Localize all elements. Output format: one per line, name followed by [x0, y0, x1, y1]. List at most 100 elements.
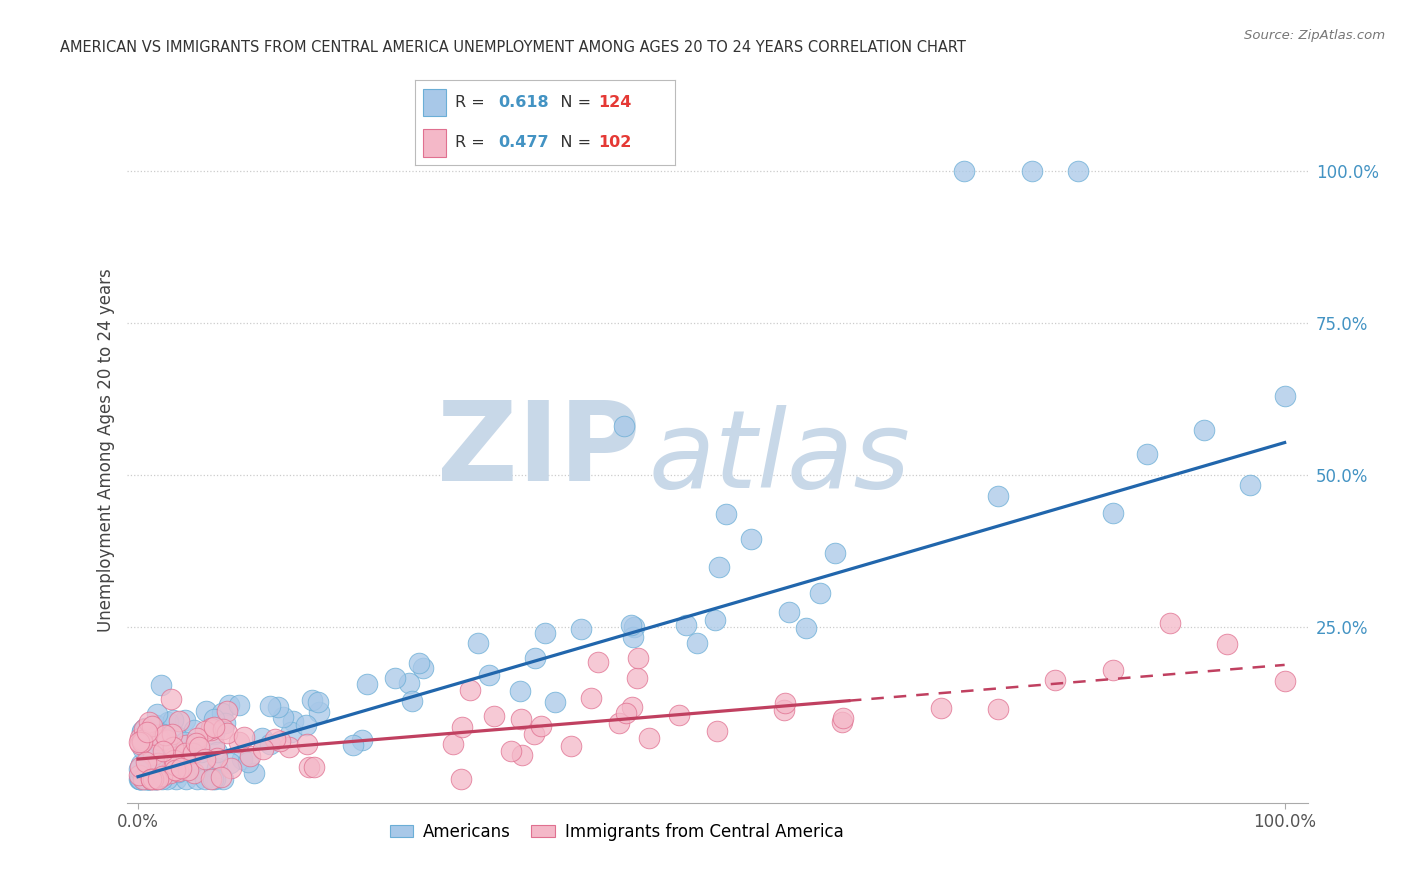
- Point: [160, 692, 183, 706]
- Point: [170, 761, 193, 775]
- Point: [163, 749, 186, 764]
- Point: [266, 699, 288, 714]
- Point: [186, 731, 208, 745]
- Point: [1101, 663, 1123, 677]
- Text: AMERICAN VS IMMIGRANTS FROM CENTRAL AMERICA UNEMPLOYMENT AMONG AGES 20 TO 24 YEA: AMERICAN VS IMMIGRANTS FROM CENTRAL AMER…: [60, 40, 966, 55]
- Point: [228, 735, 250, 749]
- Point: [149, 739, 172, 753]
- Point: [308, 706, 330, 720]
- Point: [135, 756, 157, 770]
- Point: [184, 736, 207, 750]
- Point: [1194, 423, 1216, 437]
- Point: [307, 696, 329, 710]
- Point: [987, 702, 1010, 716]
- Point: [134, 722, 156, 736]
- Point: [138, 772, 160, 786]
- Point: [280, 725, 302, 739]
- Point: [218, 698, 240, 712]
- Point: [202, 738, 225, 752]
- Point: [621, 700, 644, 714]
- Point: [138, 772, 160, 786]
- Point: [510, 712, 533, 726]
- Point: [128, 762, 150, 776]
- Point: [138, 751, 160, 765]
- Legend: Americans, Immigrants from Central America: Americans, Immigrants from Central Ameri…: [384, 816, 851, 847]
- Point: [132, 772, 155, 786]
- Text: R =: R =: [456, 136, 489, 151]
- Point: [252, 742, 274, 756]
- Point: [544, 695, 567, 709]
- Point: [128, 768, 150, 782]
- Point: [207, 761, 229, 775]
- Point: [135, 772, 157, 786]
- Point: [467, 636, 489, 650]
- Point: [183, 723, 205, 737]
- Point: [174, 739, 197, 753]
- Point: [1239, 477, 1261, 491]
- Point: [135, 772, 157, 786]
- Point: [668, 708, 690, 723]
- Point: [277, 739, 299, 754]
- Point: [929, 700, 952, 714]
- Point: [637, 731, 659, 746]
- Point: [773, 703, 796, 717]
- Point: [283, 714, 305, 728]
- Point: [509, 684, 531, 698]
- Point: [165, 758, 187, 772]
- Point: [1136, 446, 1159, 460]
- Point: [408, 657, 430, 671]
- Point: [149, 733, 172, 747]
- Point: [152, 744, 174, 758]
- Point: [952, 164, 974, 178]
- Point: [228, 698, 250, 712]
- Point: [200, 722, 222, 736]
- Point: [176, 756, 198, 770]
- Point: [138, 715, 160, 730]
- Point: [295, 717, 318, 731]
- Point: [269, 733, 291, 747]
- Point: [342, 738, 364, 752]
- Point: [145, 757, 167, 772]
- Y-axis label: Unemployment Among Ages 20 to 24 years: Unemployment Among Ages 20 to 24 years: [97, 268, 115, 632]
- Point: [143, 772, 166, 786]
- Point: [135, 745, 157, 759]
- Point: [160, 763, 183, 777]
- Point: [675, 618, 697, 632]
- Point: [141, 772, 163, 786]
- Point: [706, 724, 728, 739]
- Point: [148, 772, 170, 786]
- Point: [167, 714, 190, 728]
- Text: ZIP: ZIP: [437, 397, 640, 504]
- Point: [401, 694, 423, 708]
- Point: [149, 678, 172, 692]
- Point: [159, 757, 181, 772]
- Point: [560, 739, 582, 754]
- Point: [128, 731, 150, 746]
- Point: [530, 718, 553, 732]
- Point: [686, 636, 709, 650]
- Point: [134, 721, 156, 735]
- Point: [165, 772, 187, 786]
- Point: [250, 731, 273, 745]
- Point: [832, 710, 855, 724]
- Point: [174, 714, 197, 728]
- Point: [131, 725, 153, 739]
- Point: [173, 746, 195, 760]
- Point: [153, 728, 176, 742]
- Point: [238, 755, 260, 769]
- Point: [142, 772, 165, 786]
- Point: [131, 733, 153, 747]
- Point: [202, 713, 225, 727]
- Point: [132, 742, 155, 756]
- Bar: [423, 129, 446, 157]
- Point: [304, 760, 326, 774]
- Point: [138, 725, 160, 739]
- Point: [131, 734, 153, 748]
- Point: [607, 715, 630, 730]
- Point: [131, 757, 153, 772]
- Point: [239, 748, 262, 763]
- Point: [152, 727, 174, 741]
- Point: [202, 720, 225, 734]
- Point: [146, 728, 169, 742]
- Point: [482, 708, 505, 723]
